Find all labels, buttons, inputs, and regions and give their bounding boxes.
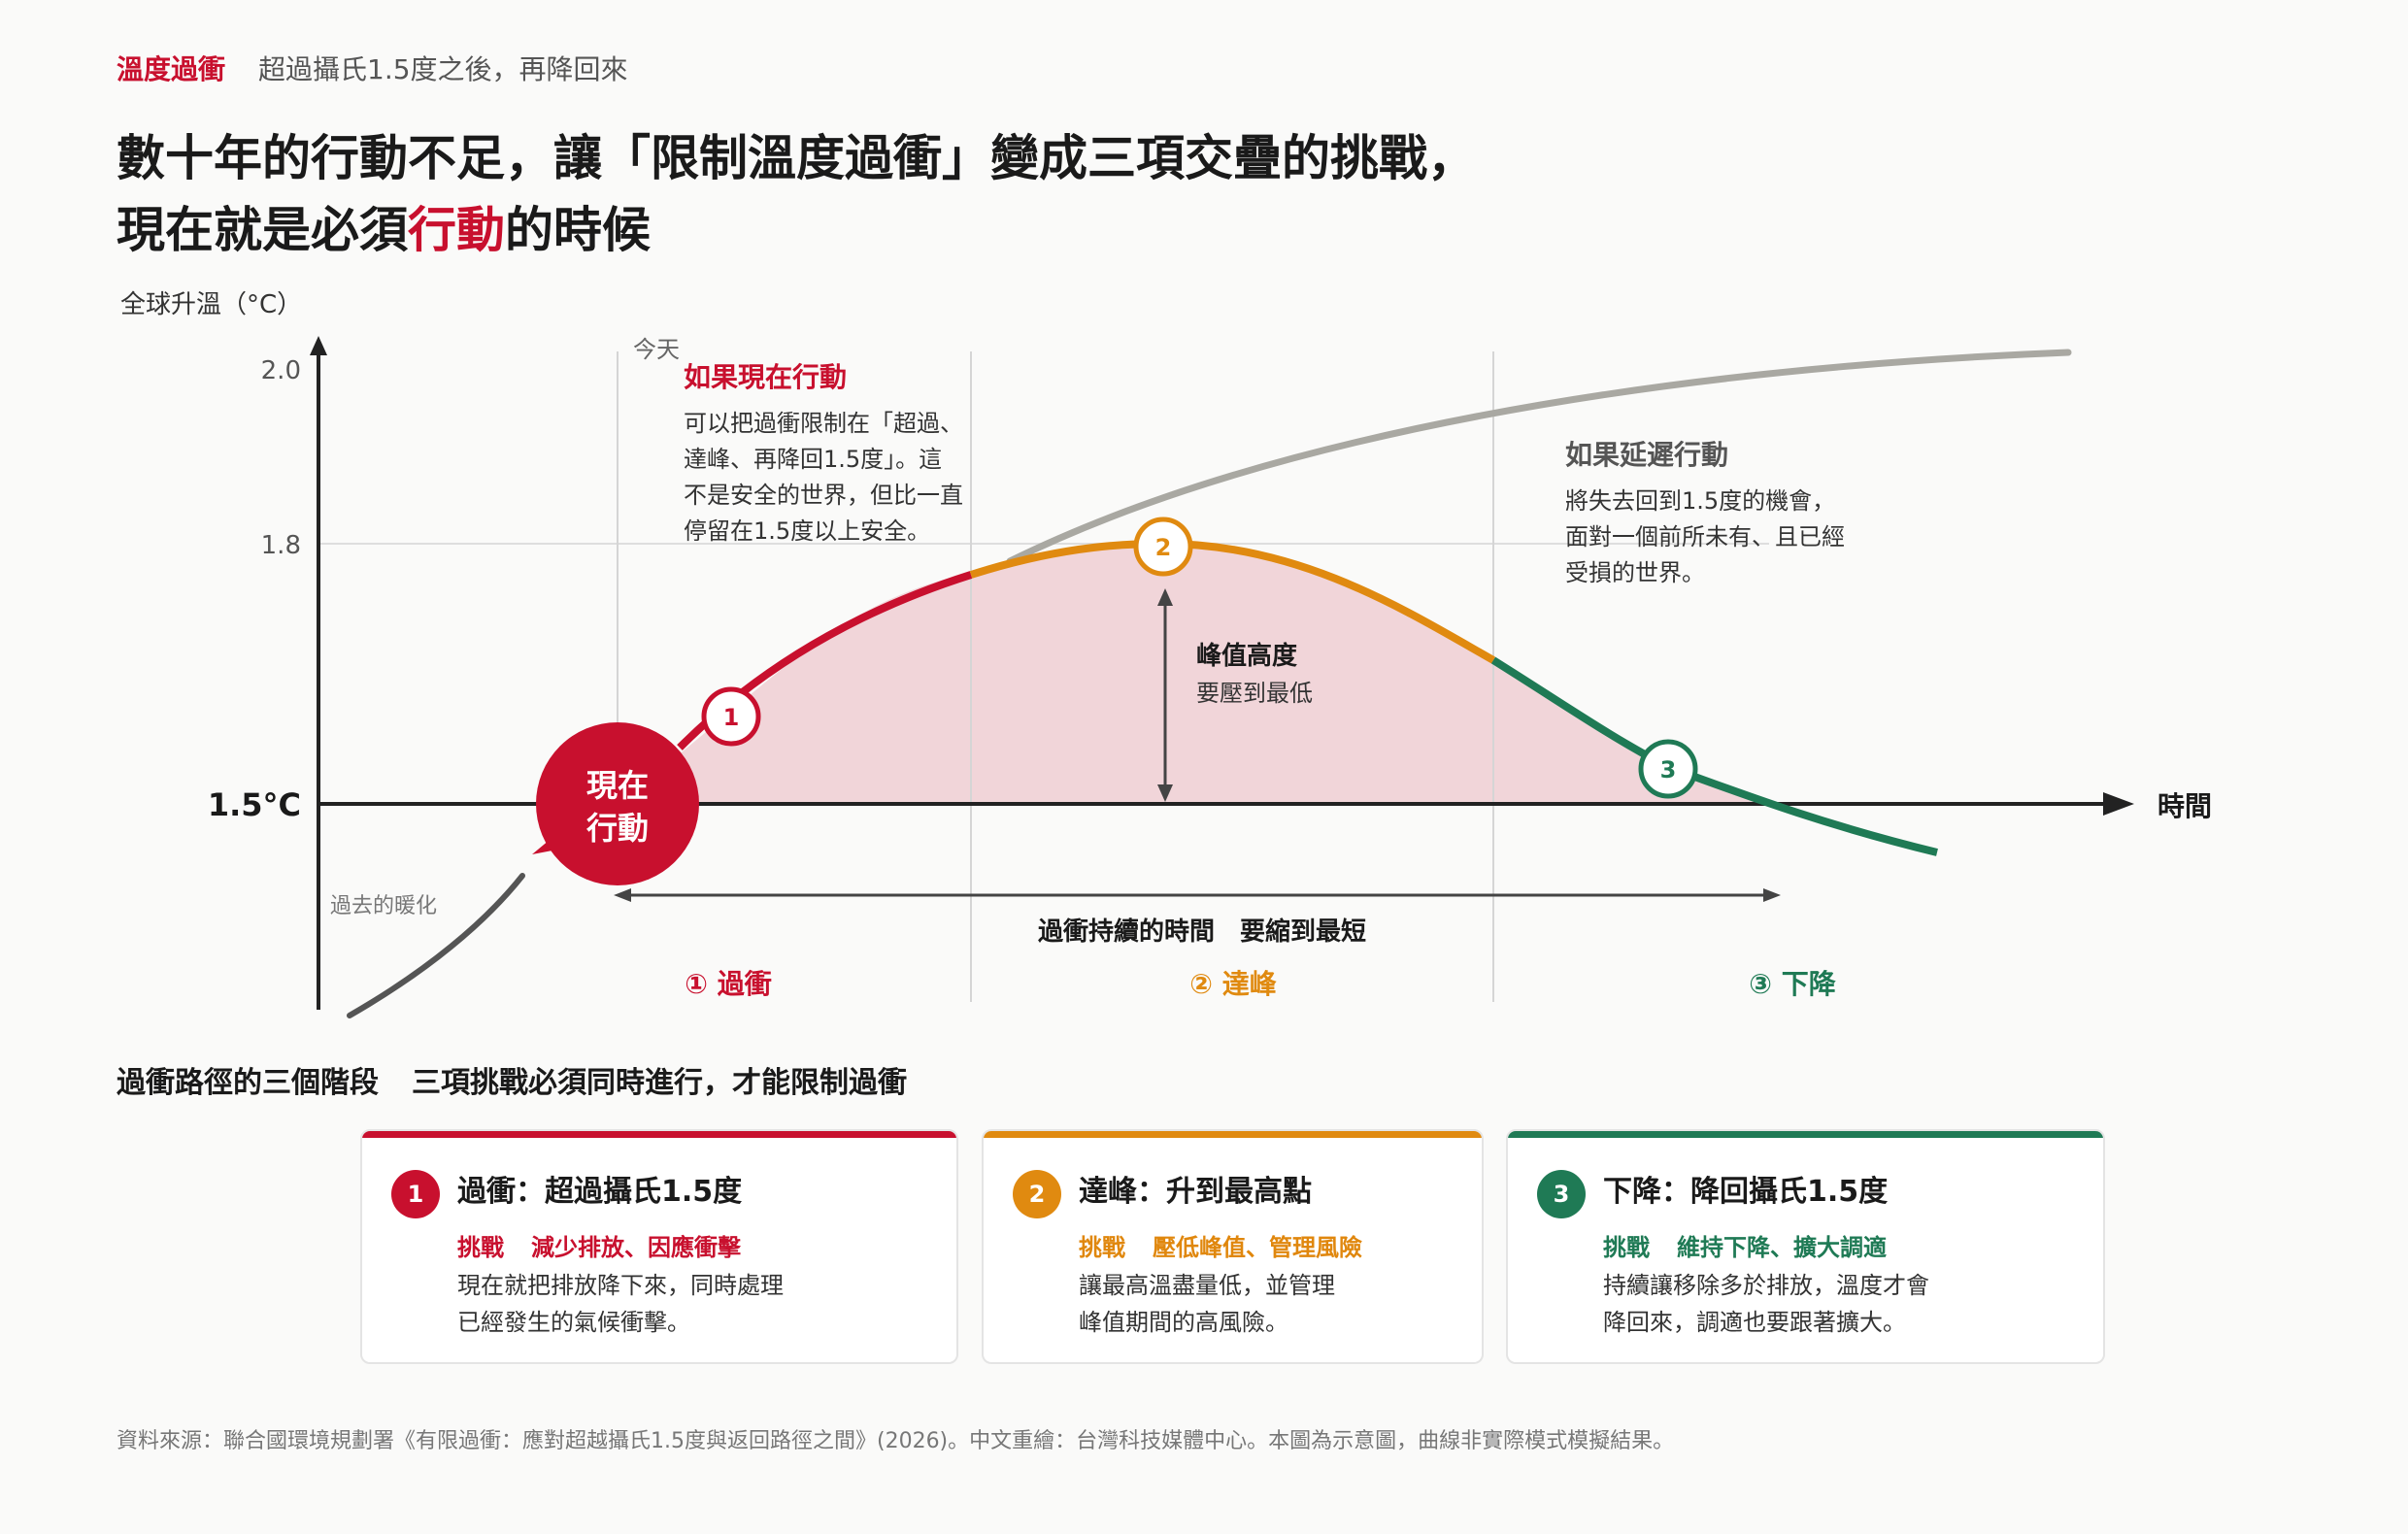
- act-now-line1: 現在: [586, 767, 649, 804]
- marker-2: [1133, 517, 1193, 577]
- card-title: 過衝：超過攝氏1.5度: [457, 1175, 743, 1209]
- challenge-text: 壓低峰值、管理風險: [1153, 1234, 1362, 1261]
- card-desc-line2: 降回來，調適也要跟著擴大。: [1603, 1309, 1906, 1336]
- card-challenge: 挑戰 維持下降、擴大調適: [1603, 1228, 1887, 1267]
- y-tick-2-0: 2.0: [261, 356, 301, 385]
- x-axis-label: 時間: [2157, 790, 2212, 822]
- headline-line2: 現在就是必須行動的時候: [117, 194, 1476, 266]
- challenge-label: 挑戰: [1079, 1234, 1125, 1261]
- card-challenge: 挑戰 減少排放、因應衝擊: [457, 1228, 741, 1267]
- act-now-bubble: [536, 722, 699, 885]
- card-description: 持續讓移除多於排放，溫度才會 降回來，調適也要跟著擴大。: [1603, 1267, 2011, 1341]
- marker-3-label: 3: [1660, 756, 1677, 784]
- card-number-badge: 2: [1013, 1170, 1061, 1218]
- challenge-text: 減少排放、因應衝擊: [531, 1234, 741, 1261]
- peak-segment: [969, 539, 1495, 664]
- delay-text-1: 將失去回到1.5度的機會，: [1565, 487, 1835, 515]
- phase-peak: ② 達峰: [1189, 968, 1276, 1000]
- card-title: 下降：降回攝氏1.5度: [1603, 1175, 1889, 1209]
- peak-text: 要壓到最低: [1196, 680, 1313, 707]
- duration-arrow-right: [1763, 888, 1781, 902]
- today-label: 今天: [633, 336, 680, 363]
- overshoot-diagram: 現在 行動 1 2 3 全球升溫（°C） 2.0 1.8 1.5°C 時間 今天…: [120, 290, 2212, 1018]
- marker-2-label: 2: [1155, 534, 1172, 561]
- challenge-label: 挑戰: [457, 1234, 504, 1261]
- headline-accent: 行動: [408, 202, 505, 258]
- stage-card-overshoot: 1 過衝：超過攝氏1.5度 挑戰 減少排放、因應衝擊 現在就把排放降下來，同時處理…: [360, 1129, 958, 1364]
- card-description: 現在就把排放降下來，同時處理 已經發生的氣候衝擊。: [457, 1267, 865, 1341]
- challenge-text: 維持下降、擴大調適: [1677, 1234, 1887, 1261]
- y-axis-label: 全球升溫（°C）: [120, 290, 302, 319]
- card-accent-bar: [1508, 1131, 2103, 1138]
- peak-arrow-top: [1157, 588, 1173, 606]
- stages-title: 過衝路徑的三個階段: [117, 1066, 379, 1100]
- card-desc-line2: 已經發生的氣候衝擊。: [457, 1309, 690, 1336]
- kicker: 溫度過衝 超過攝氏1.5度之後，再降回來: [117, 50, 1476, 89]
- peak-arrow-bottom: [1157, 784, 1173, 802]
- headline-line1: 數十年的行動不足，讓「限制溫度過衝」變成三項交疊的挑戰，: [117, 130, 1476, 186]
- kicker-subtitle: 超過攝氏1.5度之後，再降回來: [258, 53, 628, 85]
- stages-heading: 過衝路徑的三個階段 三項挑戰必須同時進行，才能限制過衝: [117, 1058, 907, 1101]
- now-text-3: 不是安全的世界，但比一直: [684, 482, 963, 509]
- delay-curve: [1006, 349, 2072, 565]
- delay-text-2: 面對一個前所未有、且已經: [1565, 523, 1845, 550]
- now-title: 如果現在行動: [684, 361, 847, 393]
- phase-decline: ③ 下降: [1749, 968, 1836, 1000]
- act-now-line2: 行動: [586, 810, 649, 847]
- card-number-badge: 3: [1537, 1170, 1586, 1218]
- card-challenge: 挑戰 壓低峰值、管理風險: [1079, 1228, 1362, 1267]
- card-number-badge: 1: [391, 1170, 440, 1218]
- headline: 數十年的行動不足，讓「限制溫度過衝」變成三項交疊的挑戰， 現在就是必須行動的時候: [117, 122, 1476, 266]
- peak-title: 峰值高度: [1196, 641, 1297, 671]
- card-description: 讓最高溫盡量低，並管理 峰值期間的高風險。: [1079, 1267, 1482, 1341]
- stage-card-decline: 3 下降：降回攝氏1.5度 挑戰 維持下降、擴大調適 持續讓移除多於排放，溫度才會…: [1506, 1129, 2105, 1364]
- baseline-label: 1.5°C: [208, 786, 301, 823]
- marker-1-label: 1: [723, 704, 740, 731]
- now-text-4: 停留在1.5度以上安全。: [684, 517, 930, 545]
- phase-overshoot: ① 過衝: [685, 968, 771, 1000]
- header: 溫度過衝 超過攝氏1.5度之後，再降回來 數十年的行動不足，讓「限制溫度過衝」變成…: [117, 50, 1476, 266]
- section-tag: 溫度過衝: [117, 53, 226, 85]
- delay-text-3: 受損的世界。: [1565, 559, 1705, 586]
- now-text-2: 達峰、再降回1.5度」。這: [684, 446, 942, 473]
- marker-1: [701, 686, 761, 747]
- stages-subtitle: 三項挑戰必須同時進行，才能限制過衝: [412, 1066, 907, 1100]
- stage-card-peak: 2 達峰：升到最高點 挑戰 壓低峰值、管理風險 讓最高溫盡量低，並管理 峰值期間的高…: [982, 1129, 1484, 1364]
- delay-title: 如果延遲行動: [1565, 439, 1728, 471]
- card-desc-line2: 峰值期間的高風險。: [1079, 1309, 1288, 1336]
- card-accent-bar: [362, 1131, 956, 1138]
- card-accent-bar: [984, 1131, 1482, 1138]
- duration-label: 過衝持續的時間 要縮到最短: [1038, 917, 1366, 947]
- card-desc-line1: 讓最高溫盡量低，並管理: [1079, 1272, 1335, 1299]
- past-warming-curve: [347, 873, 525, 1018]
- marker-3: [1638, 739, 1698, 799]
- x-axis-arrow: [2103, 792, 2134, 816]
- challenge-label: 挑戰: [1603, 1234, 1650, 1261]
- card-title: 達峰：升到最高點: [1079, 1175, 1312, 1209]
- y-tick-1-8: 1.8: [261, 531, 301, 560]
- headline-line2-pre: 現在就是必須: [117, 202, 408, 258]
- past-warming-label: 過去的暖化: [330, 894, 437, 918]
- y-axis-arrow: [310, 336, 327, 355]
- card-desc-line1: 現在就把排放降下來，同時處理: [457, 1272, 784, 1299]
- duration-arrow-left: [614, 888, 631, 902]
- headline-line2-post: 的時候: [505, 202, 651, 258]
- source-note: 資料來源：聯合國環境規劃署《有限過衝：應對超越攝氏1.5度與返回路徑之間》(20…: [117, 1429, 1675, 1453]
- card-desc-line1: 持續讓移除多於排放，溫度才會: [1603, 1272, 1929, 1299]
- now-text-1: 可以把過衝限制在「超過、: [684, 410, 963, 437]
